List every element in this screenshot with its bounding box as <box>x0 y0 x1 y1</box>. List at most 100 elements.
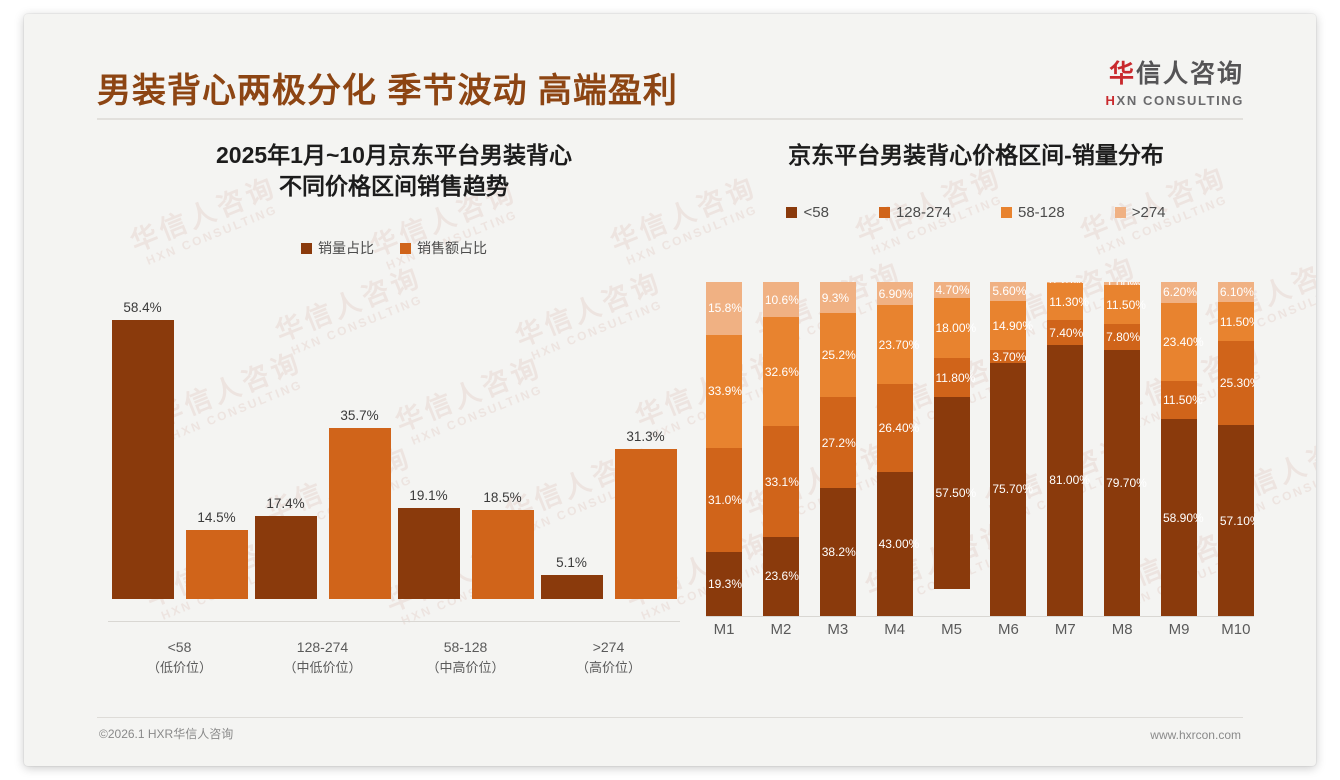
segment->274[interactable]: 9.3% <box>819 282 856 314</box>
segment-128-274[interactable]: 26.40% <box>876 384 919 473</box>
slide-header: 男装背心两极分化 季节波动 高端盈利 华信人咨询 HXN CONSULTING <box>24 14 1316 120</box>
segment->274[interactable]: 5.60% <box>990 282 1026 301</box>
left-chart-title: 2025年1月~10月京东平台男装背心 不同价格区间销售趋势 <box>84 140 704 202</box>
segment-128-274[interactable]: 31.0% <box>706 447 743 552</box>
bar-58-128-销量占比[interactable]: 19.1% <box>397 488 460 599</box>
stack-M6[interactable]: 5.60% 14.90% 3.70% 75.70% <box>990 282 1033 616</box>
segment-<58[interactable]: 75.70% <box>990 362 1033 616</box>
bar->274-销量占比[interactable]: 5.1% <box>540 555 603 599</box>
x-label-M4: M4 <box>884 621 906 638</box>
segment-value-label: 75.70% <box>992 482 1034 497</box>
segment->274[interactable]: 4.70% <box>933 282 970 298</box>
stack-M10[interactable]: 6.10% 11.50% 25.30% 57.10% <box>1217 282 1254 616</box>
legend-item-2[interactable]: 58-128 <box>1001 204 1065 221</box>
segment-value-label: 27.2% <box>821 435 856 450</box>
logo-accent-char: 华 <box>1108 60 1136 88</box>
bar-128-274-销量占比[interactable]: 17.4% <box>254 496 317 599</box>
bar-128-274-销售额占比[interactable]: 35.7% <box>328 408 391 599</box>
segment-value-label: 31.0% <box>708 492 743 507</box>
stacked-bars-area: 15.8% 33.9% 31.0% 19.3% 10.6% 32.6% 33.1% 23.6%… <box>706 282 1254 616</box>
segment-<58[interactable]: 57.10% <box>1217 425 1254 616</box>
segment-<58[interactable]: 57.50% <box>933 397 976 590</box>
segment-value-label: 5.60% <box>992 284 1027 299</box>
x-label-M8: M8 <box>1111 621 1133 638</box>
legend-item-0[interactable]: <58 <box>786 204 829 222</box>
x-label-sub: （中低价位） <box>283 660 362 675</box>
legend-swatch-icon <box>400 242 411 254</box>
x-label-128-274: 128-274 （中低价位） <box>251 637 394 678</box>
bar-value-label: 18.5% <box>483 490 522 505</box>
segment-value-label: 57.10% <box>1219 513 1254 528</box>
segment-value-label: 18.00% <box>935 320 977 335</box>
bar->274-销售额占比[interactable]: 31.3% <box>614 429 677 599</box>
segment->274[interactable]: 6.20% <box>1161 282 1197 303</box>
segment->274[interactable]: 6.10% <box>1217 282 1254 303</box>
bar-group: 19.1% 18.5% <box>394 288 537 599</box>
x-label-sub: （高价位） <box>575 660 641 675</box>
x-label-M1: M1 <box>713 621 735 638</box>
segment-58-128[interactable]: 23.40% <box>1161 302 1204 381</box>
segment-<58[interactable]: 23.6% <box>762 536 799 616</box>
bar-rect <box>254 516 317 599</box>
legend-label: <58 <box>803 204 829 222</box>
stack-M7[interactable]: 0.20%11.30%7.40%81.00% <box>1047 282 1090 616</box>
segment-128-274[interactable]: 7.40% <box>1047 320 1083 346</box>
segment-<58[interactable]: 79.70% <box>1104 349 1147 616</box>
bar-58-128-销售额占比[interactable]: 18.5% <box>471 490 534 599</box>
segment-58-128[interactable]: 32.6% <box>762 317 799 427</box>
x-label-58-128: 58-128 （中高价位） <box>394 637 537 678</box>
segment-value-label: 58.90% <box>1163 510 1204 525</box>
bar-<58-销量占比[interactable]: 58.4% <box>111 300 174 599</box>
stack-M1[interactable]: 15.8% 33.9% 31.0% 19.3% <box>706 282 742 616</box>
segment-value-label: 10.6% <box>764 292 799 307</box>
segment-value-label: 14.90% <box>992 318 1034 333</box>
segment-value-label: 6.10% <box>1219 285 1254 300</box>
segment-128-274[interactable]: 11.50% <box>1161 380 1203 420</box>
segment-58-128[interactable]: 25.2% <box>819 313 856 398</box>
segment->274[interactable]: 6.90% <box>876 282 913 306</box>
stack-M2[interactable]: 10.6% 32.6% 33.1% 23.6% <box>762 282 799 616</box>
segment-58-128[interactable]: 18.00% <box>933 297 976 358</box>
segment-<58[interactable]: 38.2% <box>819 488 856 616</box>
bar-rect <box>111 320 174 599</box>
segment-<58[interactable]: 19.3% <box>706 551 742 616</box>
segment-58-128[interactable]: 14.90% <box>990 300 1033 351</box>
segment-128-274[interactable]: 3.70% <box>990 350 1026 364</box>
bar-<58-销售额占比[interactable]: 14.5% <box>185 510 248 599</box>
segment-58-128[interactable]: 23.70% <box>876 305 919 385</box>
stack-M3[interactable]: 9.3% 25.2% 27.2% 38.2% <box>819 282 856 616</box>
segment-<58[interactable]: 81.00% <box>1047 345 1090 616</box>
segment-58-128[interactable]: 11.30% <box>1047 282 1089 321</box>
left-chart-legend: 销量占比 销售额占比 <box>84 238 704 258</box>
stack-M9[interactable]: 6.20% 23.40% 11.50% 58.90% <box>1161 282 1204 616</box>
logo-rest-chars: 信人咨询 <box>1135 60 1244 88</box>
segment->274[interactable]: 10.6% <box>762 282 799 318</box>
segment-58-128[interactable]: 11.50% <box>1217 302 1254 341</box>
bar-value-label: 17.4% <box>266 496 305 511</box>
segment-128-274[interactable]: 33.1% <box>762 426 799 537</box>
segment-58-128[interactable]: 33.9% <box>706 334 742 448</box>
segment->274[interactable]: 15.8% <box>706 282 742 335</box>
legend-swatch-icon <box>1001 207 1012 219</box>
segment-128-274[interactable]: 25.30% <box>1217 340 1254 426</box>
bar-rect <box>185 530 248 599</box>
segment-58-128[interactable]: 11.50% <box>1104 285 1146 324</box>
legend-item-0[interactable]: 销量占比 <box>301 238 374 258</box>
segment-128-274[interactable]: 27.2% <box>819 397 856 489</box>
legend-item-1[interactable]: 128-274 <box>878 204 951 221</box>
legend-item-3[interactable]: >274 <box>1114 204 1166 222</box>
legend-swatch-icon <box>878 207 890 219</box>
segment-128-274[interactable]: 7.80% <box>1104 323 1140 350</box>
x-label->274: >274 （高价位） <box>537 637 680 678</box>
stack-M5[interactable]: 4.70% 18.00% 11.80% 57.50% <box>933 282 976 616</box>
segment-<58[interactable]: 43.00% <box>876 472 919 616</box>
logo-english: HXN CONSULTING <box>1106 94 1244 107</box>
legend-item-1[interactable]: 销售额占比 <box>400 238 487 258</box>
grouped-bar-chart: 58.4% 14.5% 17.4% 35.7% 19.1% 18.5% 5.1% 31.3% … <box>108 288 680 675</box>
segment-128-274[interactable]: 11.80% <box>933 357 975 398</box>
stack-M4[interactable]: 6.90% 23.70% 26.40% 43.00% <box>876 282 919 616</box>
legend-label: >274 <box>1131 204 1166 222</box>
left-chart-panel: 2025年1月~10月京东平台男装背心 不同价格区间销售趋势 销量占比 销售额占比… <box>84 140 704 715</box>
stack-M8[interactable]: 1.00%11.50%7.80%79.70% <box>1104 282 1147 616</box>
segment-<58[interactable]: 58.90% <box>1161 419 1204 616</box>
